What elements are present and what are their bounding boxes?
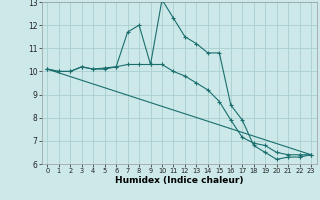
X-axis label: Humidex (Indice chaleur): Humidex (Indice chaleur) bbox=[115, 176, 244, 185]
